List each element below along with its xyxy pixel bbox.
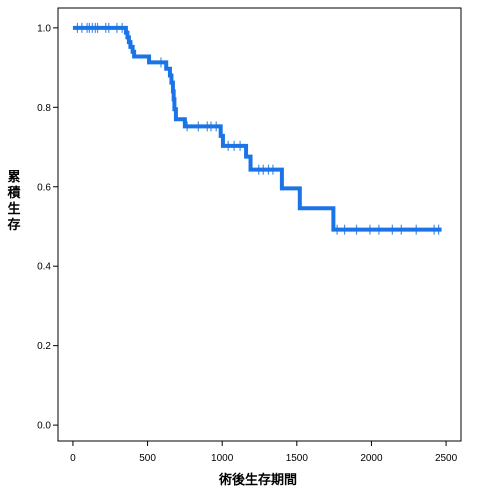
y-tick-label: 0.0 xyxy=(37,421,51,432)
x-tick-label: 0 xyxy=(70,453,76,464)
x-tick-label: 1000 xyxy=(211,453,234,464)
y-tick-label: 0.8 xyxy=(37,103,51,114)
y-tick-label: 0.4 xyxy=(37,262,51,273)
x-axis-ticks: 0 500 1000 1500 2000 2500 xyxy=(70,441,458,464)
y-axis-title: 累積生存 xyxy=(6,169,21,233)
survival-curve-line xyxy=(72,25,442,232)
y-tick-label: 1.0 xyxy=(37,23,51,34)
y-tick-label: 0.2 xyxy=(37,341,51,352)
y-tick-label: 0.6 xyxy=(37,182,51,193)
y-axis-ticks: 0.0 0.2 0.4 0.6 0.8 1.0 xyxy=(37,23,58,432)
x-axis-title: 術後生存期間 xyxy=(218,472,297,488)
x-tick-label: 500 xyxy=(139,453,156,464)
x-tick-label: 2000 xyxy=(360,453,383,464)
x-tick-label: 2500 xyxy=(435,453,458,464)
x-tick-label: 1500 xyxy=(286,453,309,464)
plot-frame xyxy=(57,7,462,442)
